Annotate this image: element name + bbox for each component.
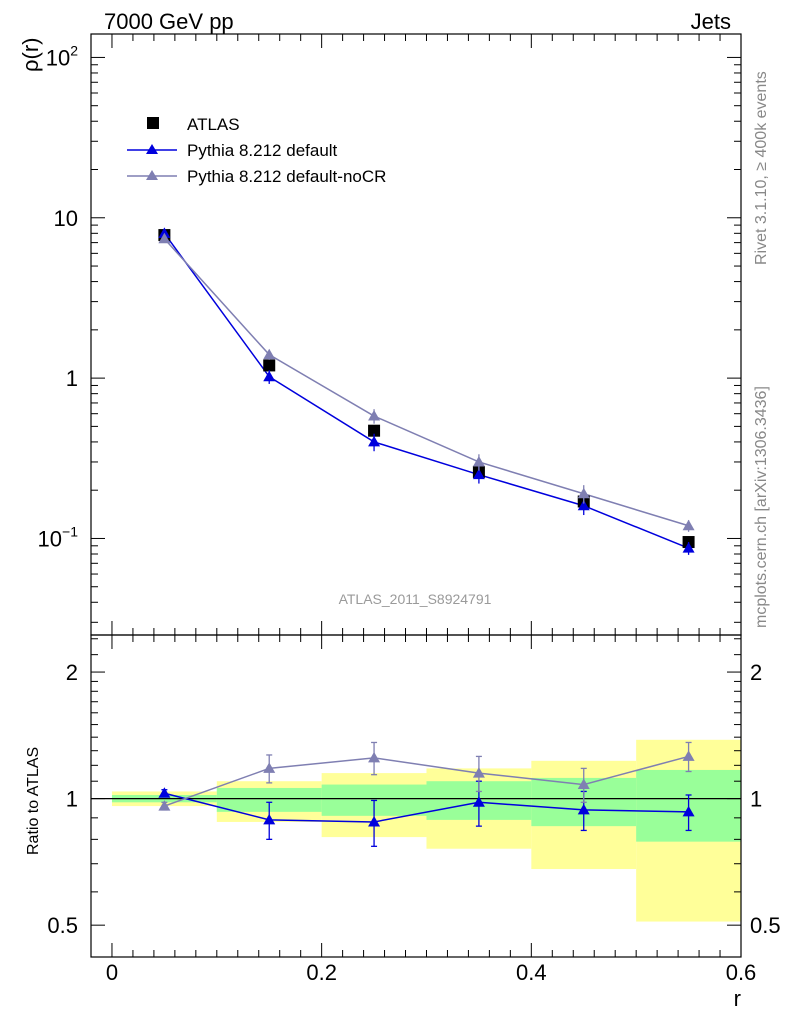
ratio-panel: 0.5 0.5 1 1 2 2 0 0.2 0.4 0.6: [47, 634, 781, 985]
ratio-point-pythia-8-212-default-nocr: [158, 800, 171, 811]
ratio-point-pythia-8-212-default-nocr: [472, 767, 485, 778]
ratio-y-tick-label: 2: [66, 660, 78, 685]
main-y-tick-label: 10−1: [38, 523, 79, 551]
ratio-point-pythia-8-212-default-nocr: [682, 750, 695, 761]
x-axis-label: r: [734, 986, 741, 1011]
legend-marker-pythia-nocr: [146, 170, 158, 180]
ratio-y-tick-label-right: 0.5: [750, 913, 781, 938]
energy-label: 7000 GeV pp: [104, 9, 234, 34]
ratio-y-tick-label: 1: [66, 787, 78, 812]
ratio-y-tick-label-right: 2: [750, 660, 762, 685]
ratio-band-green: [216, 787, 322, 812]
legend-label-pythia-nocr: Pythia 8.212 default-noCR: [187, 167, 386, 186]
ratio-point-pythia-8-212-default: [682, 805, 695, 817]
ratio-y-tick-label-right: 1: [750, 787, 762, 812]
main-point-atlas: [368, 424, 381, 437]
main-point-atlas: [263, 359, 276, 372]
main-y-tick-label: 102: [46, 42, 78, 70]
main-series-line-pythia-8-212-default: [163, 232, 689, 549]
ratio-point-pythia-8-212-default: [472, 796, 485, 807]
ratio-point-pythia-8-212-default-nocr: [368, 751, 381, 763]
main-point-pythia-8-212-default: [158, 227, 171, 238]
main-y-tick-label: 10: [54, 206, 78, 231]
ratio-point-pythia-8-212-default: [577, 803, 590, 815]
mcplots-label: mcplots.cern.ch [arXiv:1306.3436]: [753, 386, 770, 628]
x-tick-label: 0.4: [516, 960, 547, 985]
main-point-pythia-8-212-default: [472, 468, 485, 480]
legend-label-pythia-default: Pythia 8.212 default: [187, 141, 338, 160]
legend-marker-pythia-default: [146, 144, 158, 154]
main-point-pythia-8-212-default-nocr: [158, 232, 171, 244]
main-panel: 102 10 1 10−1: [38, 33, 742, 636]
legend-label-atlas: ATLAS: [187, 115, 240, 134]
main-point-pythia-8-212-default-nocr: [368, 410, 381, 421]
main-point-pythia-8-212-default-nocr: [577, 487, 590, 499]
x-tick-label: 0: [106, 960, 118, 985]
process-label: Jets: [691, 9, 731, 34]
rivet-label: Rivet 3.1.10, ≥ 400k events: [753, 71, 770, 265]
ratio-point-pythia-8-212-default-nocr: [263, 762, 276, 773]
main-point-pythia-8-212-default-nocr: [472, 455, 485, 467]
legend: ATLAS Pythia 8.212 default Pythia 8.212 …: [127, 115, 386, 186]
main-point-pythia-8-212-default-nocr: [263, 348, 276, 360]
ratio-point-pythia-8-212-default-nocr: [577, 778, 590, 790]
x-tick-label: 0.2: [306, 960, 337, 985]
main-point-pythia-8-212-default: [263, 370, 276, 382]
main-series-line-pythia-8-212-default-nocr: [163, 238, 689, 527]
ratio-frame: [90, 634, 742, 958]
ratio-point-pythia-8-212-default: [368, 815, 381, 827]
main-y-tick-label: 1: [66, 366, 78, 391]
main-point-pythia-8-212-default: [368, 435, 381, 447]
ratio-point-pythia-8-212-default: [158, 787, 171, 798]
ratio-y-axis-label: Ratio to ATLAS: [25, 747, 42, 855]
ratio-point-pythia-8-212-default: [263, 813, 276, 825]
ratio-series-line-pythia-8-212-default: [164, 792, 689, 823]
main-y-axis-label: ρ(r): [18, 38, 43, 73]
main-point-pythia-8-212-default-nocr: [682, 519, 695, 531]
main-point-pythia-8-212-default: [577, 499, 590, 511]
ratio-series-line-pythia-8-212-default-nocr: [164, 755, 689, 807]
analysis-watermark: ATLAS_2011_S8924791: [339, 591, 492, 607]
ratio-y-tick-label: 0.5: [47, 913, 78, 938]
legend-marker-atlas: [147, 117, 159, 129]
x-tick-label: 0.6: [726, 960, 757, 985]
main-point-pythia-8-212-default: [682, 542, 695, 553]
